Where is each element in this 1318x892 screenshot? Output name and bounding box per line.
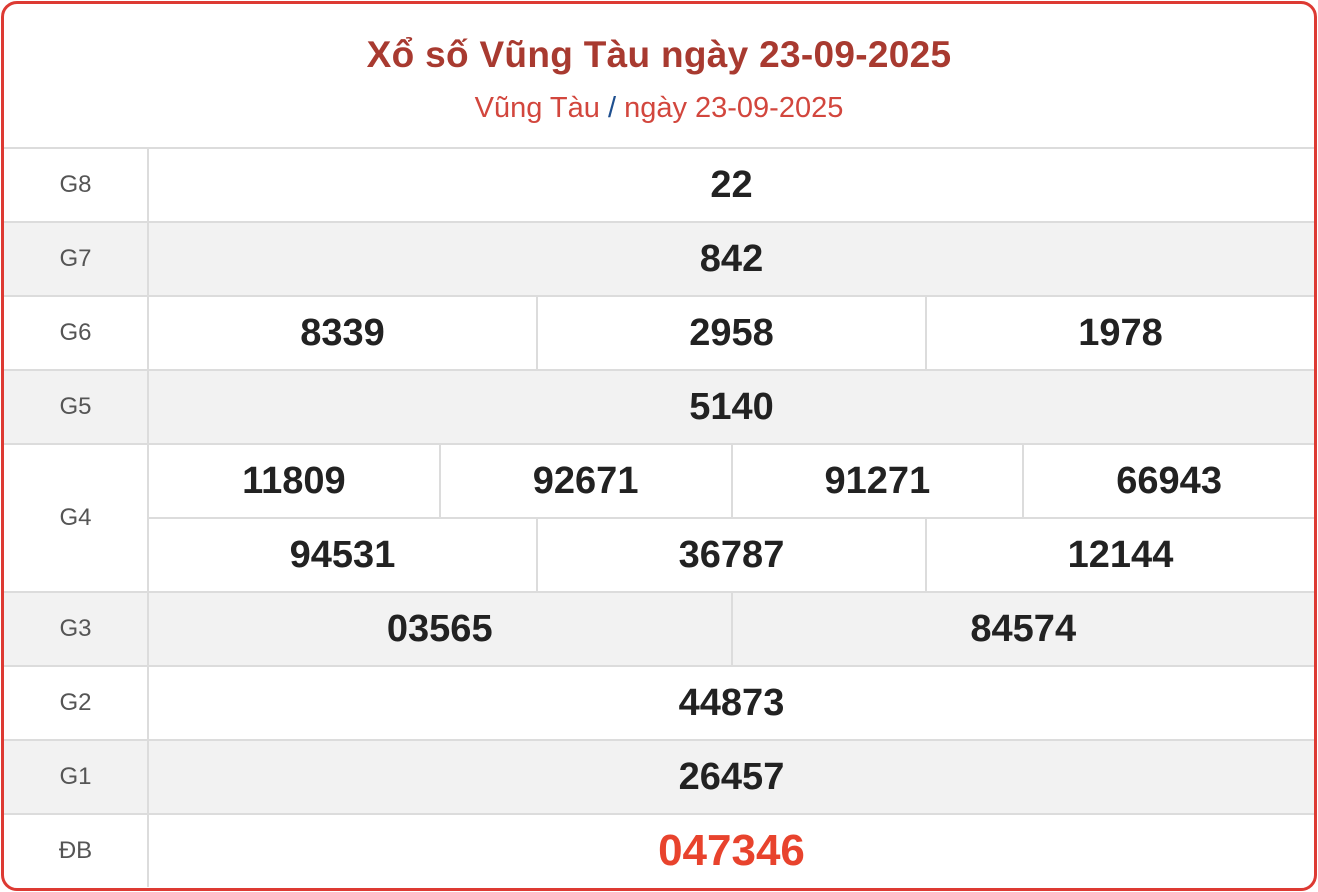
prize-number: 12144 bbox=[925, 519, 1314, 591]
prize-number: 44873 bbox=[678, 681, 785, 724]
prize-number: 22 bbox=[710, 163, 753, 206]
breadcrumb: Vũng Tàu / ngày 23-09-2025 bbox=[4, 92, 1314, 125]
prize-label: G3 bbox=[4, 593, 149, 665]
prize-number: 11809 bbox=[242, 459, 346, 502]
prize-label: G4 bbox=[4, 445, 149, 591]
prize-number: 03565 bbox=[386, 607, 493, 650]
prize-number: 8339 bbox=[300, 311, 385, 354]
prize-row-g8: G8 22 bbox=[4, 147, 1314, 221]
prize-row-g3: G3 03565 84574 bbox=[4, 591, 1314, 665]
prize-number: 26457 bbox=[678, 755, 785, 798]
prize-number: 91271 bbox=[730, 445, 1023, 517]
prize-number: 5140 bbox=[689, 385, 774, 428]
prize-number: 84574 bbox=[730, 593, 1315, 665]
prize-row-g5: G5 5140 bbox=[4, 369, 1314, 443]
prize-label: G1 bbox=[4, 741, 149, 813]
prize-number: 66943 bbox=[1022, 445, 1314, 517]
prize-label: G2 bbox=[4, 667, 149, 739]
prize-number: 92671 bbox=[438, 445, 731, 517]
prize-number: 94531 bbox=[289, 533, 396, 576]
prize-label: G7 bbox=[4, 223, 149, 295]
prize-label: G6 bbox=[4, 297, 149, 369]
page-title: Xổ số Vũng Tàu ngày 23-09-2025 bbox=[366, 34, 952, 75]
breadcrumb-province-link[interactable]: Vũng Tàu bbox=[474, 92, 600, 124]
prize-row-g6: G6 8339 2958 1978 bbox=[4, 295, 1314, 369]
prize-number: 842 bbox=[699, 237, 764, 280]
results-header: Xổ số Vũng Tàu ngày 23-09-2025 Vũng Tàu … bbox=[4, 4, 1314, 147]
prize-label: G8 bbox=[4, 149, 149, 221]
prize-number: 1978 bbox=[925, 297, 1314, 369]
breadcrumb-separator: / bbox=[607, 92, 616, 124]
prize-row-đb: ĐB 047346 bbox=[4, 813, 1314, 887]
prize-row-g4: G4 11809 92671 91271 66943 94531 36787 12144 bbox=[4, 443, 1314, 591]
prize-number: 2958 bbox=[536, 297, 925, 369]
prize-label: ĐB bbox=[4, 815, 149, 887]
prize-number: 36787 bbox=[536, 519, 925, 591]
prize-label: G5 bbox=[4, 371, 149, 443]
prize-row-g1: G1 26457 bbox=[4, 739, 1314, 813]
results-table: G8 22 G7 842 G6 8339 2958 1978 G5 5140 G4 11809 9267… bbox=[4, 147, 1314, 887]
special-prize-number: 047346 bbox=[658, 826, 805, 875]
breadcrumb-date-link[interactable]: ngày 23-09-2025 bbox=[624, 92, 844, 124]
prize-row-g7: G7 842 bbox=[4, 221, 1314, 295]
prize-row-g2: G2 44873 bbox=[4, 665, 1314, 739]
